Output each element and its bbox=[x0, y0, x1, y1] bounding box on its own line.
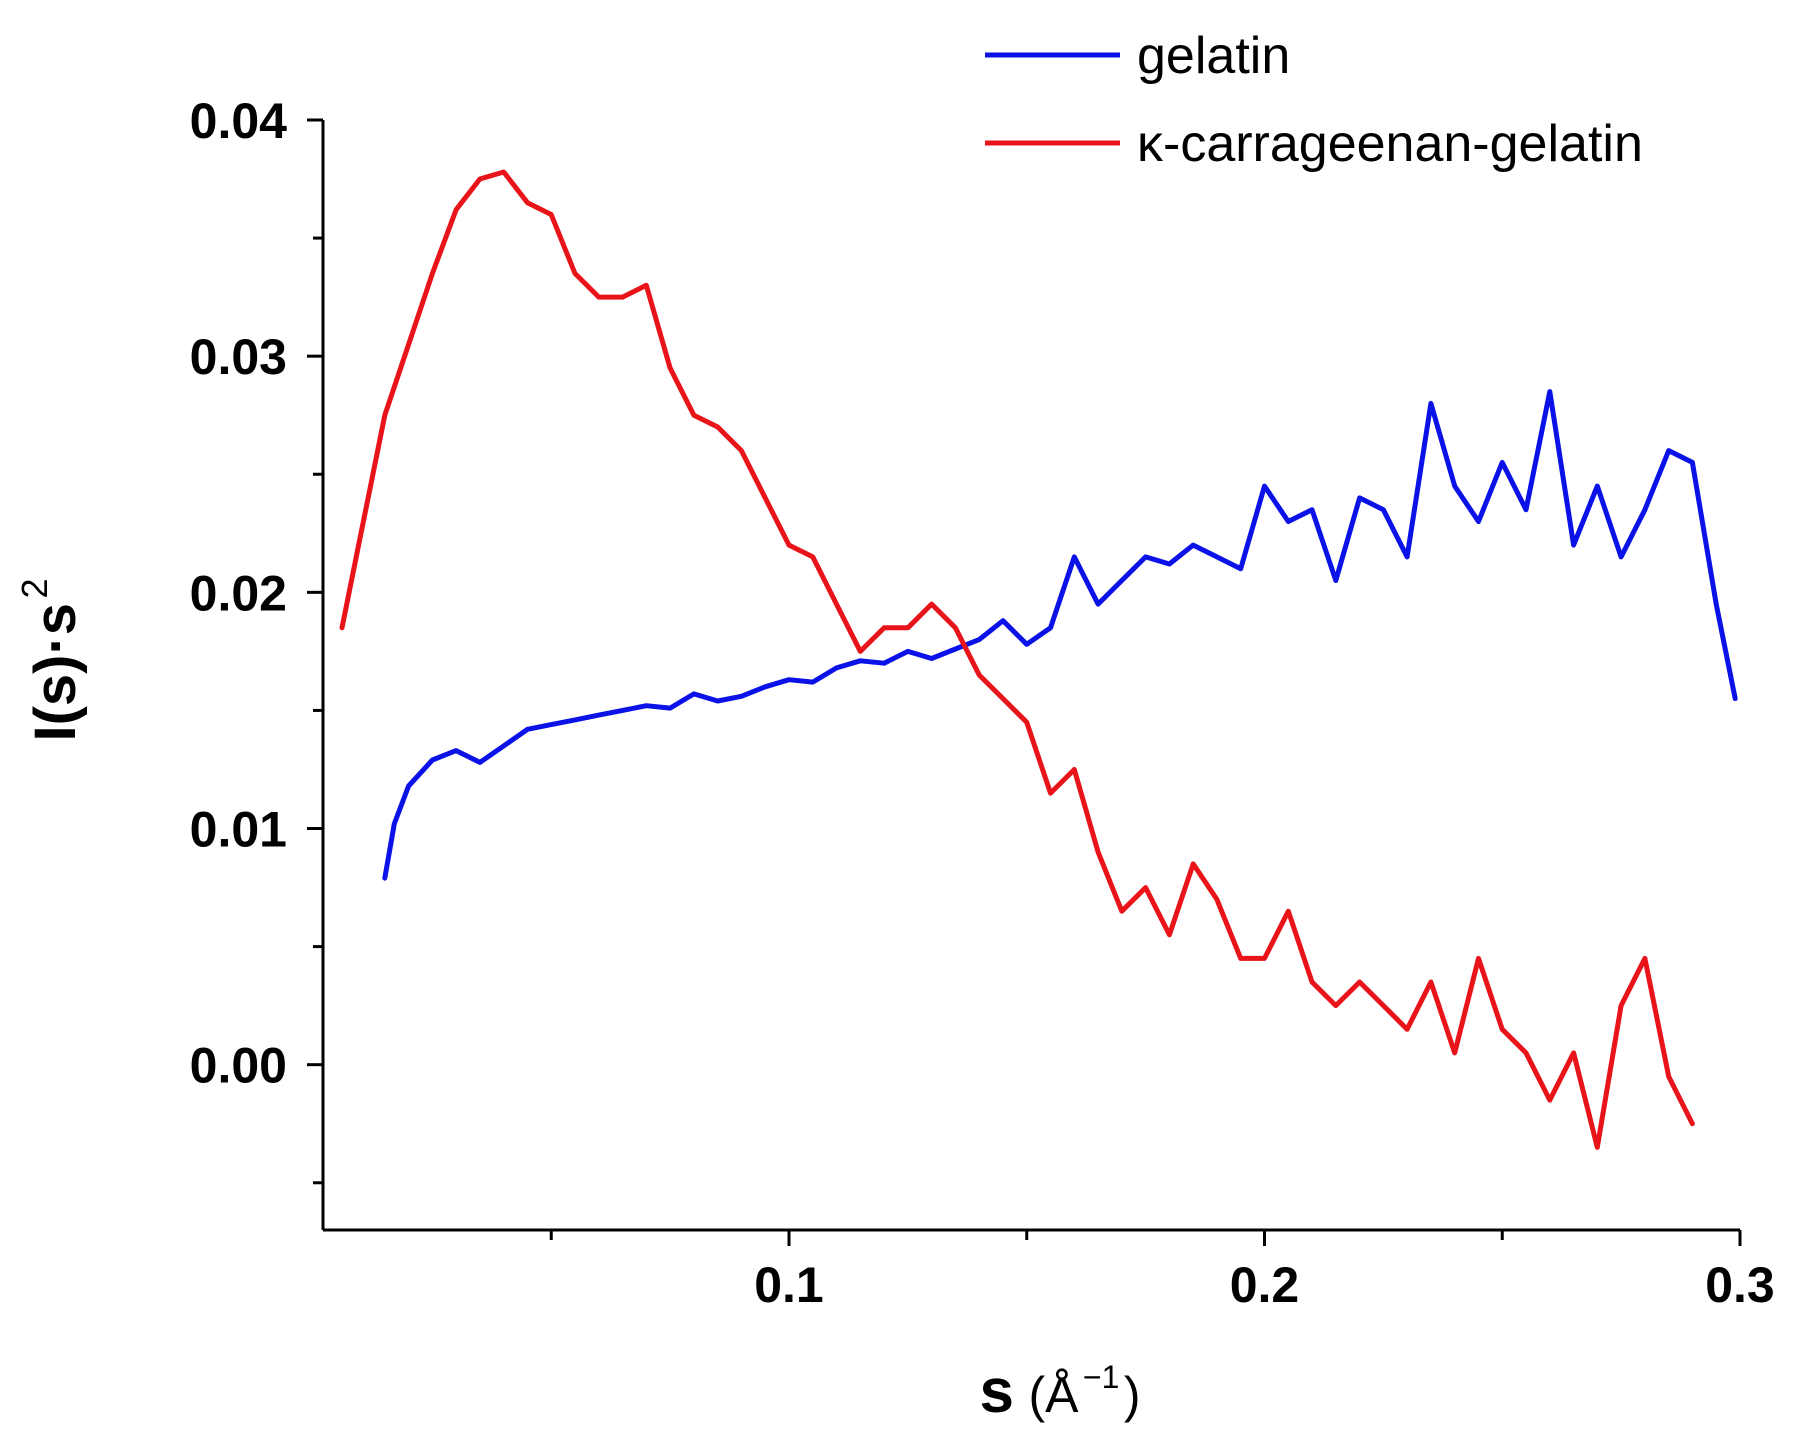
y-tick-label: 0.03 bbox=[190, 329, 287, 385]
x-tick-label: 0.3 bbox=[1705, 1257, 1775, 1313]
y-tick-label: 0.00 bbox=[190, 1038, 287, 1094]
y-axis-title-main: I(s)·s bbox=[23, 603, 88, 742]
series-line-0 bbox=[382, 389, 1738, 881]
plot-lines bbox=[339, 169, 1738, 1150]
x-axis-title-unit-close: ) bbox=[1124, 1367, 1141, 1423]
tick-labels: 0.1 0.2 0.3 0.00 0.01 0.02 0.03 0.04 bbox=[190, 93, 1775, 1313]
x-axis-title: s (Å −1 ) bbox=[980, 1357, 1141, 1426]
ticks bbox=[307, 118, 1742, 1246]
y-tick-label: 0.04 bbox=[190, 93, 288, 149]
legend-label-gelatin: gelatin bbox=[1137, 27, 1290, 85]
y-axis-title-exp: 2 bbox=[14, 578, 55, 598]
x-axis-title-unit: (Å bbox=[1028, 1367, 1079, 1423]
x-axis-title-unit-exp: −1 bbox=[1083, 1359, 1119, 1395]
y-tick-label: 0.01 bbox=[190, 802, 287, 858]
legend-label-carrageenan: κ-carrageenan-gelatin bbox=[1137, 115, 1643, 173]
y-tick-label: 0.02 bbox=[190, 565, 287, 621]
x-tick-label: 0.2 bbox=[1230, 1257, 1300, 1313]
legend: gelatin κ-carrageenan-gelatin bbox=[985, 27, 1643, 173]
series-line-1 bbox=[339, 169, 1695, 1150]
y-axis-title: I(s)·s 2 bbox=[14, 578, 88, 741]
x-axis-title-main: s bbox=[980, 1357, 1014, 1426]
axes bbox=[321, 120, 1740, 1232]
x-tick-label: 0.1 bbox=[754, 1257, 824, 1313]
